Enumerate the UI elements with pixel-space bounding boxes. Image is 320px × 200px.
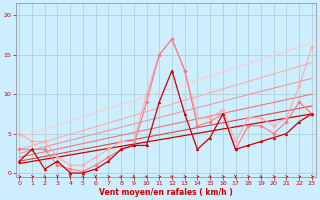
X-axis label: Vent moyen/en rafales ( km/h ): Vent moyen/en rafales ( km/h ) <box>99 188 232 197</box>
